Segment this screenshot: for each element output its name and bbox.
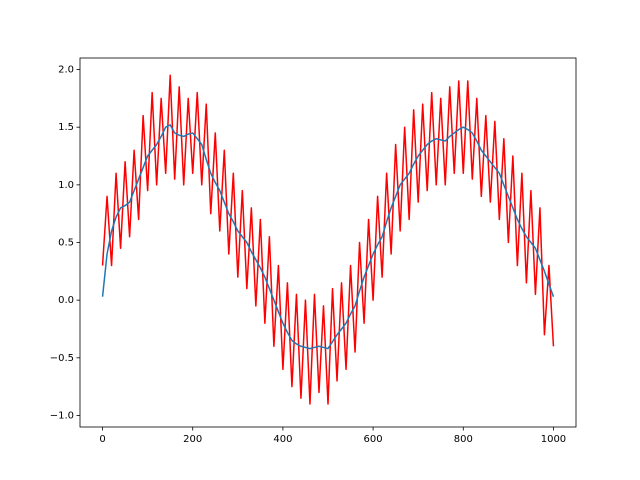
y-tick-label: 1.5 xyxy=(58,122,74,133)
y-tick-label: 1.0 xyxy=(58,180,74,191)
data-line xyxy=(101,124,555,350)
x-tick-label: 1000 xyxy=(541,434,566,445)
y-tick-label: 2.0 xyxy=(58,65,74,76)
x-tick-label: 200 xyxy=(183,434,202,445)
data-line xyxy=(101,74,555,405)
y-tick-label: 0.5 xyxy=(58,238,74,249)
y-tick-label: 0.0 xyxy=(58,295,74,306)
y-tick-label: −1.0 xyxy=(50,410,74,421)
x-tick-label: 800 xyxy=(454,434,473,445)
x-tick-label: 600 xyxy=(364,434,383,445)
plot-frame xyxy=(79,57,577,428)
x-tick-label: 400 xyxy=(273,434,292,445)
y-tick-label: −0.5 xyxy=(50,353,74,364)
x-tick-label: 0 xyxy=(99,434,105,445)
